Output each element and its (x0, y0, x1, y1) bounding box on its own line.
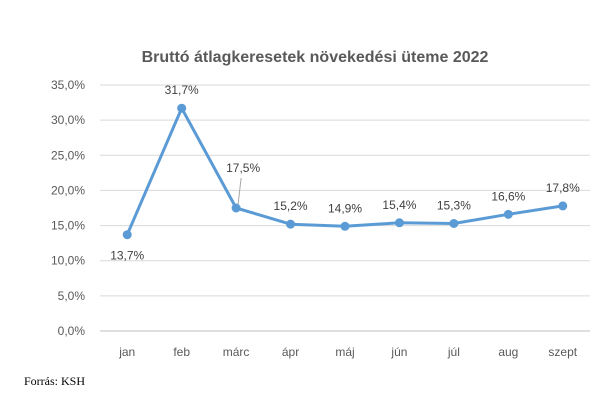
x-tick-label: feb (173, 345, 190, 359)
chart-title: Bruttó átlagkeresetek növekedési üteme 2… (142, 49, 489, 66)
y-tick-label: 20,0% (51, 183, 85, 197)
y-tick-label: 10,0% (51, 254, 85, 268)
y-tick-label: 5,0% (58, 289, 86, 303)
data-point (394, 218, 404, 228)
y-tick-label: 35,0% (51, 78, 85, 92)
grid-lines (100, 84, 590, 332)
y-axis-ticks: 0,0% 5,0% 10,0% 15,0% 20,0% 25,0% 30,0% 35,0% (51, 78, 85, 338)
series-line (125, 106, 565, 237)
data-labels: 13,7% 31,7% 17,5% 15,2% 14,9% 15,4% 15,3% 16,6%… (110, 83, 580, 263)
data-point (558, 201, 568, 211)
data-label: 13,7% (110, 249, 144, 263)
data-label: 16,6% (491, 189, 525, 203)
x-tick-label: ápr (282, 345, 299, 359)
data-point (177, 103, 187, 113)
data-label: 15,3% (437, 198, 471, 212)
y-tick-label: 0,0% (58, 324, 86, 338)
data-point (286, 219, 296, 229)
x-tick-label: máj (335, 345, 354, 359)
y-tick-label: 30,0% (51, 113, 85, 127)
x-axis-ticks: jan feb márc ápr máj jún júl aug szept (118, 345, 578, 359)
data-point (122, 230, 132, 240)
data-label: 15,4% (382, 198, 416, 212)
data-label: 31,7% (165, 83, 199, 97)
y-tick-label: 25,0% (51, 148, 85, 162)
x-tick-label: aug (498, 345, 518, 359)
x-tick-label: szept (548, 345, 577, 359)
data-label: 17,8% (546, 181, 580, 195)
data-point (503, 209, 513, 219)
source-note: Forrás: KSH (24, 374, 86, 388)
x-tick-label: júl (447, 345, 460, 359)
label-leader-line (237, 177, 242, 205)
x-tick-label: jún (390, 345, 407, 359)
data-points (122, 103, 568, 240)
data-point (231, 203, 241, 213)
x-tick-label: márc (223, 345, 250, 359)
data-point (449, 218, 459, 228)
data-point (340, 221, 350, 231)
y-tick-label: 15,0% (51, 219, 85, 233)
data-label: 14,9% (328, 201, 362, 215)
data-label: 15,2% (274, 199, 308, 213)
label-callouts (237, 177, 242, 205)
data-label: 17,5% (226, 161, 260, 175)
x-tick-label: jan (118, 345, 135, 359)
